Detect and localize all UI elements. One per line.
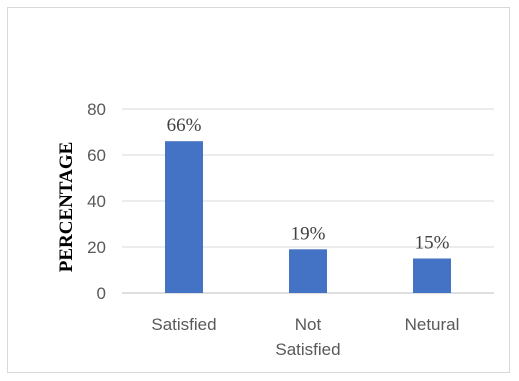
y-tick-label: 60 [87,146,106,165]
data-label: 66% [167,115,202,136]
y-tick-label: 40 [87,192,106,211]
x-category-label: Satisfied [151,315,216,334]
bars [165,141,451,293]
data-labels: 66% 19% 15% [167,115,450,253]
y-axis-title: PERCENTAGE [56,142,77,273]
y-tick-label: 80 [87,100,106,119]
x-category-label: Satisfied [275,340,340,359]
x-category-label: Not [295,315,322,334]
x-category-labels: Satisfied Not Satisfied Netural [151,315,459,359]
chart-frame [7,7,510,373]
y-tick-label: 0 [97,284,106,303]
data-label: 15% [415,233,450,254]
bar [165,141,203,293]
bar [289,249,327,293]
x-category-label: Netural [405,315,460,334]
y-tick-label: 20 [87,238,106,257]
bar [413,258,451,293]
data-label: 19% [291,223,326,244]
y-tick-labels: 0 20 40 60 80 [87,100,106,303]
